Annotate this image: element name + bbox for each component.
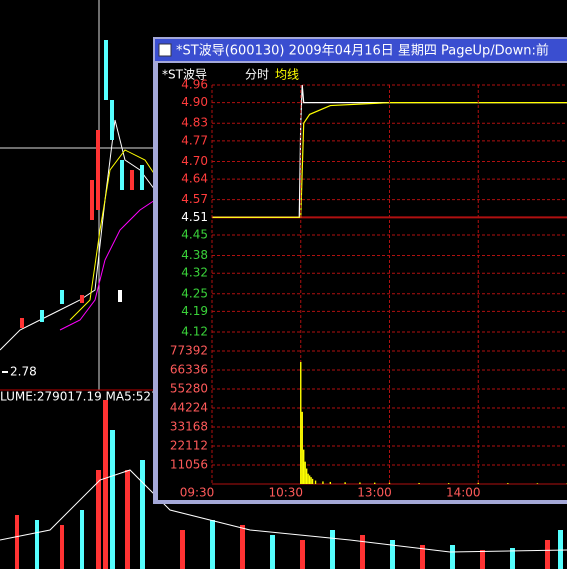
y-tick-label: 4.51: [181, 210, 208, 224]
volume-bar: [304, 461, 306, 484]
intraday-chart: *ST波导 分时 均线 4.96 4.90 4.83 4.77 4.70 4.64 4.57 4.5…: [162, 68, 567, 500]
y-tick-label: 4.45: [181, 227, 208, 241]
candle: [140, 165, 144, 190]
volume-bar: [536, 483, 539, 484]
volume-bar: [344, 482, 346, 484]
volume-bars-cyan: [35, 430, 563, 569]
volume-label: LUME:279017.19 MA5:52727: [0, 390, 174, 404]
chart-title: *ST波导: [162, 68, 207, 82]
volume-bar: [329, 481, 332, 484]
ma-line: [0, 119, 156, 351]
y-tick-label: 4.90: [181, 95, 208, 109]
volume-bar: [310, 477, 312, 484]
volume-bar: [305, 468, 308, 484]
volume-bar: [301, 411, 303, 484]
volume-bar: [307, 473, 309, 484]
y-tick-label: 4.25: [181, 286, 208, 300]
y-tick-label: 4.77: [181, 133, 208, 147]
candle: [96, 130, 100, 210]
candle: [110, 100, 114, 140]
y-tick-label: 4.64: [181, 172, 208, 186]
y-tick-label: 11056: [170, 458, 208, 472]
legend-entry: 均线: [275, 68, 299, 82]
volume-bar: [388, 482, 391, 484]
candle: [40, 310, 44, 322]
y-tick-label: 33168: [170, 420, 208, 434]
ma-line: [59, 199, 156, 331]
candle: [90, 180, 94, 220]
volume-bar: [300, 361, 302, 484]
x-tick-label: 14:00: [446, 486, 481, 500]
y-tick-label: 4.83: [181, 116, 208, 130]
volume-bar: [418, 482, 420, 484]
window-icon: [158, 43, 172, 57]
y-tick-label: 4.57: [181, 192, 208, 206]
volume-bar: [314, 480, 317, 484]
y-tick-label: 4.38: [181, 248, 208, 262]
ma-line: [69, 149, 156, 321]
volume-ma: [0, 469, 567, 553]
y-tick-label: 44224: [170, 401, 208, 415]
volume-bar: [447, 483, 450, 484]
y-tick-label: 4.12: [181, 325, 208, 339]
x-tick-label: 09:30: [180, 486, 215, 500]
price-label: 2.78: [10, 365, 37, 379]
y-tick-label: 77392: [170, 344, 208, 358]
candle: [104, 40, 108, 100]
price-line: [212, 102, 567, 218]
candle: [130, 170, 134, 190]
candle: [80, 295, 84, 303]
candle: [118, 290, 122, 302]
volume-bar: [359, 482, 361, 484]
y-tick-label: 66336: [170, 363, 208, 377]
x-tick-label: 13:00: [357, 486, 392, 500]
candle: [120, 160, 124, 190]
y-tick-label: 55280: [170, 382, 208, 396]
x-tick-label: 10:30: [268, 486, 303, 500]
chart-area: [158, 63, 567, 500]
window-title: *ST波导(600130) 2009年04月16日 星期四 PageUp/Dow…: [176, 43, 549, 59]
y-tick-label: 4.96: [181, 78, 208, 92]
candle: [20, 318, 24, 328]
volume-bar: [374, 482, 376, 484]
volume-bars-red: [15, 400, 550, 569]
y-tick-label: 4.32: [181, 266, 208, 280]
y-tick-label: 4.70: [181, 154, 208, 168]
volume-bar: [303, 449, 305, 484]
candle: [60, 290, 64, 304]
volume-bar: [322, 481, 324, 484]
y-tick-label: 4.19: [181, 304, 208, 318]
y-tick-label: 22112: [170, 439, 208, 453]
volume-bar: [507, 483, 509, 484]
popup-window: *ST波导(600130) 2009年04月16日 星期四 PageUp/Dow…: [153, 37, 567, 504]
title-bar[interactable]: [155, 39, 567, 61]
volume-bar: [477, 482, 479, 484]
volume-bar: [308, 475, 311, 484]
volume-bar: [311, 478, 314, 484]
legend-entry: 分时: [245, 68, 269, 82]
